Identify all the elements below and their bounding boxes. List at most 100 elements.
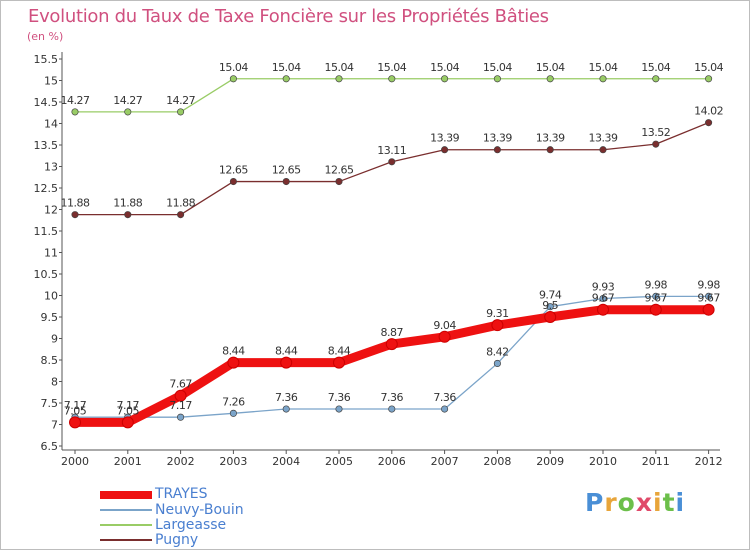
data-point-trayes (385, 338, 398, 351)
data-point-pugny (441, 146, 449, 154)
data-label-neuvy-bouin: 7.17 (64, 399, 87, 412)
legend-label-pugny: Pugny (155, 532, 199, 548)
y-tick-label: 15 (44, 75, 58, 88)
data-label-pugny: 12.65 (325, 164, 354, 177)
y-tick-label: 14.5 (34, 96, 59, 109)
data-point-pugny (71, 211, 79, 219)
data-point-pugny (705, 119, 713, 127)
data-point-largeasse (71, 108, 79, 116)
y-tick-label: 11 (44, 247, 58, 260)
chart-title: Evolution du Taux de Taxe Foncière sur l… (28, 6, 549, 27)
data-point-largeasse (177, 108, 185, 116)
data-label-largeasse: 14.27 (113, 94, 142, 107)
legend-swatch-pugny (100, 539, 152, 541)
data-label-pugny: 12.65 (219, 164, 248, 177)
data-label-neuvy-bouin: 7.26 (222, 395, 245, 408)
data-point-largeasse (335, 75, 343, 83)
data-label-neuvy-bouin: 7.17 (117, 399, 140, 412)
data-label-pugny: 13.39 (483, 132, 512, 145)
data-label-neuvy-bouin: 7.36 (433, 391, 456, 404)
logo-letter: r (604, 488, 618, 517)
y-tick-label: 10 (44, 290, 58, 303)
y-tick-label: 11.5 (34, 225, 59, 238)
y-tick-label: 13.5 (34, 139, 59, 152)
data-point-largeasse (546, 75, 554, 83)
y-tick-label: 13 (44, 161, 58, 174)
data-label-largeasse: 15.04 (219, 61, 248, 74)
logo-letter: P (585, 488, 605, 517)
data-point-trayes (438, 330, 451, 343)
data-point-neuvy-bouin (441, 405, 449, 413)
x-tick-label: 2000 (61, 455, 89, 468)
data-point-trayes (69, 416, 81, 429)
logo-letter: i (675, 488, 686, 517)
data-label-largeasse: 15.04 (325, 61, 354, 74)
data-label-neuvy-bouin: 9.93 (592, 281, 615, 294)
data-label-largeasse: 15.04 (536, 61, 565, 74)
data-point-pugny (599, 146, 607, 154)
y-tick-label: 12.5 (34, 182, 59, 195)
data-point-trayes (174, 389, 187, 402)
y-tick-label: 14 (44, 118, 58, 131)
data-label-largeasse: 15.04 (483, 61, 512, 74)
data-point-trayes (280, 356, 293, 369)
data-point-pugny (652, 140, 660, 148)
y-tick-label: 7.5 (41, 397, 59, 410)
data-label-pugny: 13.39 (536, 132, 565, 145)
logo-letter: t (662, 488, 676, 517)
data-label-trayes: 8.44 (275, 345, 298, 358)
data-label-neuvy-bouin: 7.36 (275, 391, 298, 404)
data-label-largeasse: 14.27 (166, 94, 195, 107)
data-label-pugny: 11.88 (166, 197, 195, 210)
legend-swatch-neuvy-bouin (100, 509, 152, 511)
data-point-trayes (491, 319, 504, 332)
y-tick-label: 6.5 (41, 440, 59, 453)
data-label-neuvy-bouin: 7.17 (169, 399, 192, 412)
y-tick-label: 8.5 (41, 354, 59, 367)
x-tick-label: 2010 (589, 455, 617, 468)
data-point-pugny (388, 158, 396, 166)
data-point-largeasse (599, 75, 607, 83)
x-tick-label: 2007 (431, 455, 459, 468)
data-point-neuvy-bouin (705, 292, 713, 300)
data-label-neuvy-bouin: 7.36 (328, 391, 351, 404)
data-label-trayes: 8.44 (222, 345, 245, 358)
data-point-neuvy-bouin (335, 405, 343, 413)
data-point-neuvy-bouin (652, 292, 660, 300)
data-point-largeasse (652, 75, 660, 83)
data-label-largeasse: 15.04 (694, 61, 723, 74)
data-label-largeasse: 15.04 (430, 61, 459, 74)
proxiti-logo: Proxiti (585, 488, 685, 517)
data-point-pugny (124, 211, 132, 219)
data-point-trayes (333, 356, 345, 369)
y-tick-label: 9 (51, 333, 58, 346)
y-tick-label: 10.5 (34, 268, 59, 281)
data-label-neuvy-bouin: 8.42 (486, 345, 509, 358)
logo-letter: i (653, 488, 663, 517)
logo-letter: x (635, 488, 653, 517)
data-label-neuvy-bouin: 7.36 (381, 391, 404, 404)
data-point-trayes (702, 303, 715, 316)
data-point-pugny (335, 178, 343, 186)
data-point-neuvy-bouin (388, 405, 396, 413)
x-tick-label: 2008 (483, 455, 511, 468)
data-point-neuvy-bouin (177, 413, 185, 421)
data-label-trayes: 9.04 (433, 319, 456, 332)
data-point-largeasse (493, 75, 501, 83)
legend-label-largeasse: Largeasse (155, 517, 227, 533)
x-tick-label: 2002 (167, 455, 195, 468)
chart-unit: (en %) (27, 30, 64, 43)
data-point-neuvy-bouin (282, 405, 290, 413)
data-point-pugny (177, 211, 185, 219)
data-point-largeasse (124, 108, 132, 116)
data-label-pugny: 11.88 (61, 197, 90, 210)
logo-letter: o (617, 488, 636, 517)
data-point-trayes (597, 303, 609, 316)
legend-swatch-largeasse (100, 524, 152, 526)
x-tick-label: 2005 (325, 455, 353, 468)
data-label-trayes: 8.44 (328, 345, 351, 358)
y-tick-label: 12 (44, 204, 58, 217)
data-point-largeasse (229, 75, 237, 83)
